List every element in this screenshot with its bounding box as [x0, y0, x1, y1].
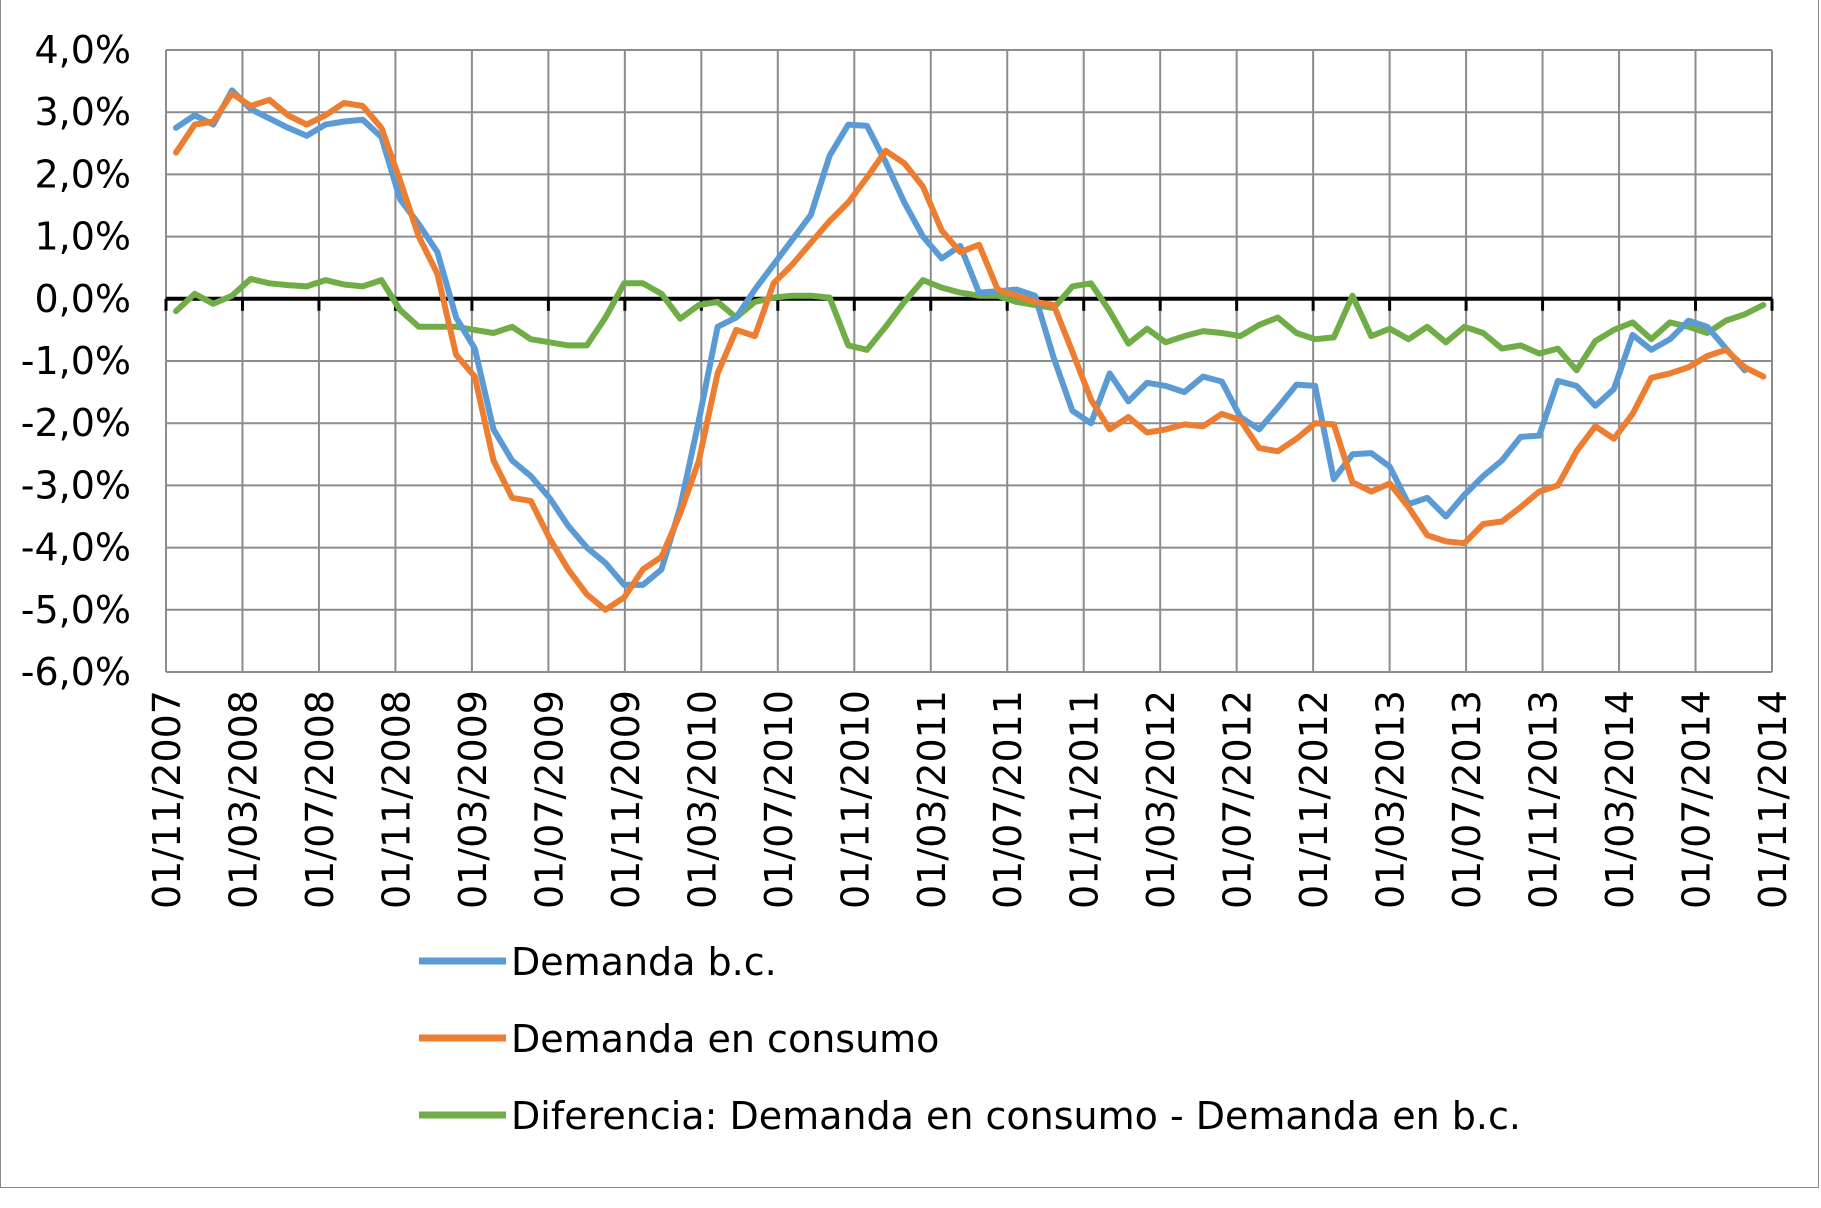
- x-tick-label: 01/07/2012: [1216, 690, 1260, 909]
- y-tick-label: 0,0%: [34, 277, 131, 321]
- x-tick-label: 01/07/2013: [1445, 690, 1489, 909]
- series-line-3: [173, 275, 1767, 374]
- x-axis-tick-labels: 01/11/2007 01/03/2008 01/07/2008 01/11/2008…: [145, 690, 1795, 909]
- x-tick-label: 01/07/2011: [986, 690, 1030, 909]
- x-tick-label: 01/07/2014: [1675, 690, 1719, 909]
- x-tick-label: 01/03/2009: [451, 690, 495, 909]
- legend-label: Diferencia: Demanda en consumo - Demanda…: [511, 1094, 1521, 1138]
- x-tick-label: 01/03/2012: [1139, 690, 1183, 909]
- y-tick-label: -3,0%: [21, 463, 131, 507]
- y-tick-label: -2,0%: [21, 401, 131, 445]
- x-tick-label: 01/11/2008: [374, 690, 418, 909]
- y-tick-label: 2,0%: [34, 152, 131, 196]
- x-tick-label: 01/07/2009: [527, 690, 571, 909]
- y-tick-label: -5,0%: [21, 588, 131, 632]
- x-tick-label: 01/11/2013: [1522, 690, 1566, 909]
- legend-label: Demanda b.c.: [511, 940, 777, 984]
- x-tick-label: 01/11/2011: [1063, 690, 1107, 909]
- legend-label: Demanda en consumo: [511, 1017, 939, 1061]
- x-tick-label: 01/03/2013: [1369, 690, 1413, 909]
- y-axis-tick-labels: 4,0% 3,0% 2,0% 1,0% 0,0% -1,0% -2,0% -3,0% -4,0%…: [21, 28, 131, 694]
- x-tick-label: 01/11/2010: [833, 690, 877, 909]
- y-tick-label: 4,0%: [34, 28, 131, 72]
- x-tick-label: 01/07/2010: [757, 690, 801, 909]
- x-tick-label: 01/03/2011: [910, 690, 954, 909]
- x-tick-label: 01/07/2008: [298, 690, 342, 909]
- series-line-1: [173, 87, 1748, 588]
- series-line-2: [173, 90, 1767, 613]
- x-tick-label: 01/11/2012: [1292, 690, 1336, 909]
- series-lines: [173, 87, 1767, 613]
- x-tick-label: 01/11/2007: [145, 690, 189, 909]
- x-tick-label: 01/11/2014: [1751, 690, 1795, 909]
- legend: Demanda b.c. Demanda en consumo Diferencia…: [419, 940, 1521, 1138]
- y-tick-label: 3,0%: [34, 90, 131, 134]
- x-tick-label: 01/03/2008: [221, 690, 265, 909]
- y-tick-label: -1,0%: [21, 339, 131, 383]
- y-tick-label: -4,0%: [21, 526, 131, 570]
- y-tick-label: -6,0%: [21, 650, 131, 694]
- x-tick-label: 01/03/2010: [680, 690, 724, 909]
- x-tick-label: 01/03/2014: [1598, 690, 1642, 909]
- gridlines: [164, 49, 1774, 673]
- y-tick-label: 1,0%: [34, 215, 131, 259]
- x-tick-label: 01/11/2009: [604, 690, 648, 909]
